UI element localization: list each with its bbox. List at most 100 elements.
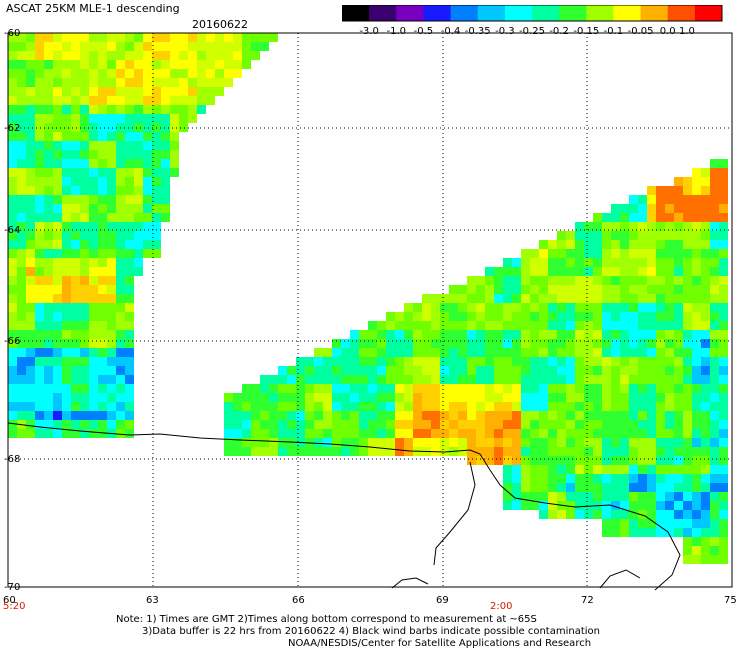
data-cell bbox=[701, 294, 710, 303]
data-cell bbox=[557, 420, 566, 429]
data-cell bbox=[80, 402, 89, 411]
data-cell bbox=[44, 150, 53, 159]
data-cell bbox=[701, 258, 710, 267]
data-cell bbox=[395, 447, 404, 456]
data-cell bbox=[377, 366, 386, 375]
data-cell bbox=[35, 402, 44, 411]
data-cell bbox=[242, 60, 251, 69]
data-cell bbox=[125, 285, 134, 294]
data-cell bbox=[125, 42, 134, 51]
data-cell bbox=[692, 339, 701, 348]
data-cell bbox=[224, 438, 233, 447]
data-cell bbox=[215, 69, 224, 78]
data-cell bbox=[521, 492, 530, 501]
data-cell bbox=[548, 393, 557, 402]
data-cell bbox=[431, 312, 440, 321]
data-cell bbox=[134, 105, 143, 114]
data-cell bbox=[179, 33, 188, 42]
data-cell bbox=[62, 204, 71, 213]
colorbar-swatch bbox=[369, 5, 397, 21]
data-cell bbox=[71, 276, 80, 285]
colorbar-label: -0.15 bbox=[573, 26, 599, 37]
data-cell bbox=[701, 366, 710, 375]
data-cell bbox=[620, 393, 629, 402]
data-cell bbox=[494, 375, 503, 384]
data-cell bbox=[629, 204, 638, 213]
data-cell bbox=[584, 474, 593, 483]
data-cell bbox=[224, 42, 233, 51]
data-cell bbox=[665, 330, 674, 339]
data-cell bbox=[98, 186, 107, 195]
data-cell bbox=[566, 276, 575, 285]
coastline-island bbox=[391, 577, 429, 589]
data-cell bbox=[17, 312, 26, 321]
data-cell bbox=[35, 168, 44, 177]
data-cell bbox=[35, 357, 44, 366]
data-cell bbox=[665, 267, 674, 276]
data-cell bbox=[719, 393, 728, 402]
data-cell bbox=[44, 249, 53, 258]
data-cell bbox=[440, 420, 449, 429]
data-cell bbox=[629, 429, 638, 438]
data-cell bbox=[350, 402, 359, 411]
data-cell bbox=[161, 150, 170, 159]
data-cell bbox=[575, 267, 584, 276]
data-cell bbox=[557, 384, 566, 393]
colorbar-label: -0.1 bbox=[604, 26, 624, 37]
data-cell bbox=[548, 339, 557, 348]
data-cell bbox=[647, 420, 656, 429]
data-cell bbox=[440, 348, 449, 357]
data-cell bbox=[422, 366, 431, 375]
data-cell bbox=[359, 339, 368, 348]
data-cell bbox=[530, 294, 539, 303]
data-cell bbox=[44, 357, 53, 366]
data-cell bbox=[656, 438, 665, 447]
data-cell bbox=[242, 393, 251, 402]
data-cell bbox=[53, 231, 62, 240]
data-cell bbox=[71, 285, 80, 294]
data-cell bbox=[485, 375, 494, 384]
data-cell bbox=[350, 357, 359, 366]
data-cell bbox=[386, 330, 395, 339]
data-cell bbox=[89, 60, 98, 69]
data-cell bbox=[80, 60, 89, 69]
data-cell bbox=[368, 420, 377, 429]
lon-label-60: 60 bbox=[3, 595, 16, 606]
data-cell bbox=[647, 348, 656, 357]
data-cell bbox=[557, 393, 566, 402]
data-cell bbox=[620, 348, 629, 357]
data-cell bbox=[413, 339, 422, 348]
data-cell bbox=[134, 195, 143, 204]
data-cell bbox=[98, 312, 107, 321]
data-cell bbox=[116, 294, 125, 303]
data-cell bbox=[530, 357, 539, 366]
data-cell bbox=[719, 213, 728, 222]
data-cell bbox=[44, 96, 53, 105]
data-cell bbox=[170, 132, 179, 141]
data-cell bbox=[647, 294, 656, 303]
data-cell bbox=[566, 510, 575, 519]
data-cell bbox=[296, 366, 305, 375]
data-cell bbox=[647, 339, 656, 348]
data-cell bbox=[71, 258, 80, 267]
data-cell bbox=[458, 429, 467, 438]
data-cell bbox=[620, 510, 629, 519]
data-cell bbox=[26, 114, 35, 123]
data-cell bbox=[593, 285, 602, 294]
data-cell bbox=[647, 186, 656, 195]
data-cell bbox=[548, 267, 557, 276]
data-cell bbox=[8, 186, 17, 195]
colorbar-swatch bbox=[504, 5, 533, 21]
data-cell bbox=[377, 384, 386, 393]
colorbar-swatch bbox=[640, 5, 669, 21]
data-cell bbox=[566, 231, 575, 240]
data-cell bbox=[413, 402, 422, 411]
data-cell bbox=[458, 393, 467, 402]
data-cell bbox=[620, 204, 629, 213]
data-cell bbox=[413, 357, 422, 366]
data-cell bbox=[620, 420, 629, 429]
data-cell bbox=[638, 213, 647, 222]
data-cell bbox=[512, 438, 521, 447]
data-cell bbox=[548, 312, 557, 321]
data-cell bbox=[350, 447, 359, 456]
